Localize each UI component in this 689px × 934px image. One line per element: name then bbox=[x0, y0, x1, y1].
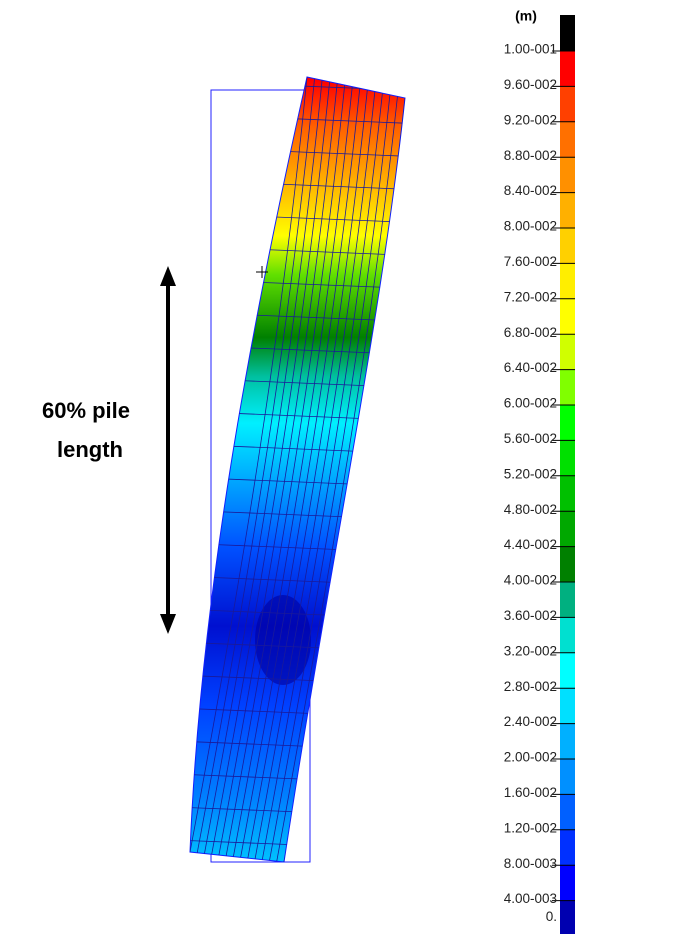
legend-swatch bbox=[560, 759, 575, 795]
mesh-line bbox=[232, 86, 353, 857]
deformed-pile bbox=[189, 76, 406, 863]
mesh-line bbox=[247, 89, 368, 859]
legend-swatch bbox=[560, 121, 575, 158]
legend-label: 3.60-002 bbox=[504, 608, 557, 623]
legend-swatch bbox=[560, 511, 575, 547]
legend: 1.00-001 9.60-002 9.20-002 8.80-002 8.40-002… bbox=[504, 15, 575, 934]
legend-swatch bbox=[560, 723, 575, 759]
legend-swatch bbox=[560, 86, 575, 122]
legend-swatch bbox=[560, 51, 575, 87]
legend-label: 8.00-003 bbox=[504, 856, 557, 871]
mesh-line bbox=[254, 91, 376, 859]
legend-label: 4.00-002 bbox=[504, 573, 557, 588]
legend-label: 8.40-002 bbox=[504, 183, 557, 198]
legend-label: 4.40-002 bbox=[504, 537, 557, 552]
legend-swatch bbox=[560, 157, 575, 193]
legend-swatch bbox=[560, 192, 575, 228]
legend-swatch bbox=[560, 546, 575, 582]
mesh-line bbox=[196, 78, 315, 853]
legend-swatch bbox=[560, 475, 575, 512]
legend-swatch bbox=[560, 829, 575, 866]
mesh-line bbox=[240, 88, 361, 858]
mesh-line bbox=[269, 94, 391, 861]
legend-swatch bbox=[560, 228, 575, 264]
legend-swatch bbox=[560, 617, 575, 653]
center-mark bbox=[256, 266, 268, 278]
legend-label: 4.00-003 bbox=[504, 891, 557, 906]
legend-label: 3.20-002 bbox=[504, 643, 557, 658]
legend-swatch bbox=[560, 582, 575, 618]
legend-label: 2.00-002 bbox=[504, 750, 557, 765]
legend-label: 4.80-002 bbox=[504, 502, 557, 517]
legend-swatch bbox=[560, 794, 575, 830]
legend-swatch bbox=[560, 334, 575, 370]
legend-unit: (m) bbox=[515, 8, 537, 24]
legend-label: 2.80-002 bbox=[504, 679, 557, 694]
legend-swatch bbox=[560, 865, 575, 901]
legend-label: 0. bbox=[546, 909, 557, 924]
legend-label: 8.80-002 bbox=[504, 148, 557, 163]
legend-label: 1.60-002 bbox=[504, 785, 557, 800]
legend-label: 5.60-002 bbox=[504, 431, 557, 446]
mesh-line bbox=[204, 80, 323, 854]
legend-label: 9.60-002 bbox=[504, 77, 557, 92]
legend-swatch bbox=[560, 263, 575, 299]
legend-label: 1.00-001 bbox=[504, 42, 557, 57]
annotation-line: 60% pile bbox=[42, 398, 130, 423]
legend-label: 6.80-002 bbox=[504, 325, 557, 340]
mesh-line bbox=[276, 96, 398, 862]
legend-swatch bbox=[560, 440, 575, 476]
legend-label: 6.40-002 bbox=[504, 360, 557, 375]
mesh-line bbox=[211, 81, 331, 855]
legend-swatch bbox=[560, 652, 575, 689]
legend-label: 1.20-002 bbox=[504, 820, 557, 835]
legend-swatch bbox=[560, 900, 575, 934]
mesh-line bbox=[225, 85, 346, 856]
legend-swatch bbox=[560, 298, 575, 335]
legend-label: 7.20-002 bbox=[504, 289, 557, 304]
mesh-line bbox=[218, 83, 338, 856]
legend-label: 6.00-002 bbox=[504, 396, 557, 411]
legend-label: 5.20-002 bbox=[504, 466, 557, 481]
legend-label: 8.00-002 bbox=[504, 219, 557, 234]
legend-swatch bbox=[560, 15, 575, 51]
legend-swatch bbox=[560, 405, 575, 441]
legend-label: 9.20-002 bbox=[504, 112, 557, 127]
legend-swatch bbox=[560, 688, 575, 724]
annotation-line: length bbox=[57, 437, 123, 462]
legend-label: 2.40-002 bbox=[504, 714, 557, 729]
mesh-line bbox=[190, 77, 308, 853]
mesh-line bbox=[261, 93, 383, 860]
legend-label: 7.60-002 bbox=[504, 254, 557, 269]
legend-swatch bbox=[560, 369, 575, 405]
